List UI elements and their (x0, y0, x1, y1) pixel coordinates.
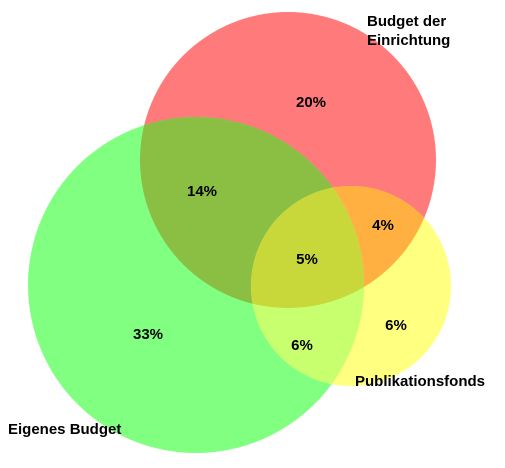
region-publikationsfonds-only-label: 6% (385, 317, 407, 334)
region-all-three-label: 5% (296, 251, 318, 268)
region-einrichtung-publikationsfonds-label: 4% (372, 217, 394, 234)
set-label-budget-der-einrichtung-line2: Einrichtung (367, 32, 451, 49)
overlap-all-three (251, 186, 364, 308)
region-eigenes-only-label: 33% (133, 326, 163, 343)
region-einrichtung-only-label: 20% (296, 94, 326, 111)
set-label-budget-der-einrichtung-line1: Budget der (367, 13, 447, 30)
region-eigenes-einrichtung-label: 14% (187, 183, 217, 200)
set-label-eigenes-budget: Eigenes Budget (8, 421, 122, 438)
set-label-publikationsfonds: Publikationsfonds (355, 373, 486, 390)
region-eigenes-publikationsfonds-label: 6% (291, 337, 313, 354)
set-label-budget-der-einrichtung: Budget der Einrichtung (367, 12, 450, 50)
